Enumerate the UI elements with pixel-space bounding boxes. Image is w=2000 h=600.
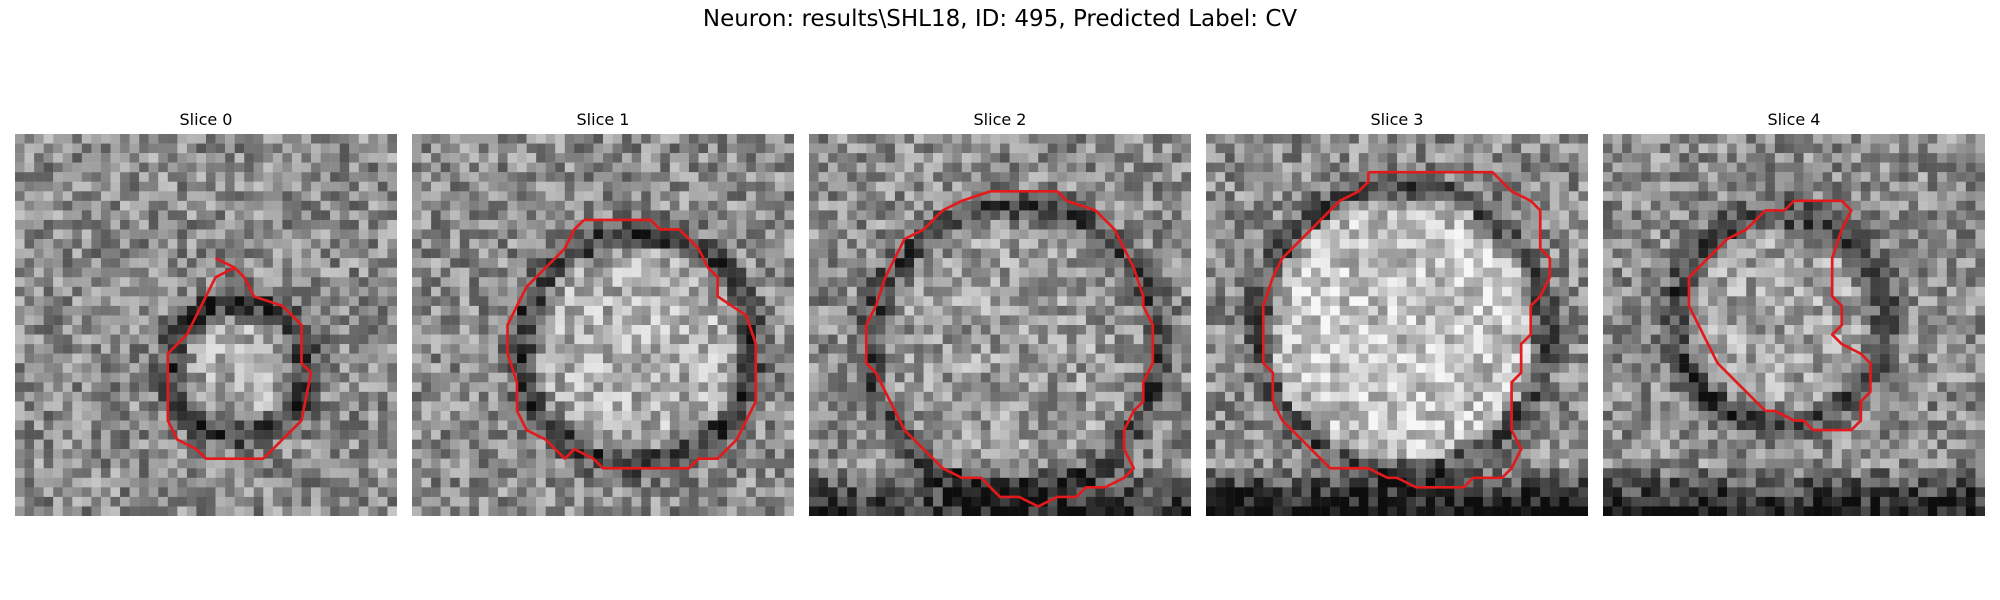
slice-panel-0: Slice 0 [15,110,397,516]
slice-panel-3: Slice 3 [1206,110,1588,516]
noise-pixels [15,134,397,516]
slice-title: Slice 0 [179,110,233,129]
neuron-contour [166,256,313,461]
neuron-contour [1261,170,1552,489]
neuron-contour [506,218,758,470]
slice-title: Slice 4 [1767,110,1821,129]
figure-title: Neuron: results\SHL18, ID: 495, Predicte… [702,6,1298,32]
slice-panel-4: Slice 4 [1603,110,1985,516]
noise-pixels [1603,134,1985,516]
slice-panel-2: Slice 2 [809,110,1191,516]
microscopy-slice-image [1206,134,1588,516]
slice-title: Slice 1 [576,110,630,129]
slice-panel-1: Slice 1 [412,110,794,516]
microscopy-slice-image [412,134,794,516]
noise-pixels [809,134,1191,516]
noise-pixels [412,134,794,516]
slice-title: Slice 2 [973,110,1027,129]
neuron-contour [864,189,1155,508]
microscopy-slice-image [809,134,1191,516]
microscopy-slice-image [15,134,397,516]
microscopy-slice-image [1603,134,1985,516]
slice-title: Slice 3 [1370,110,1424,129]
neuron-contour [1687,199,1872,432]
noise-pixels [1206,134,1588,516]
